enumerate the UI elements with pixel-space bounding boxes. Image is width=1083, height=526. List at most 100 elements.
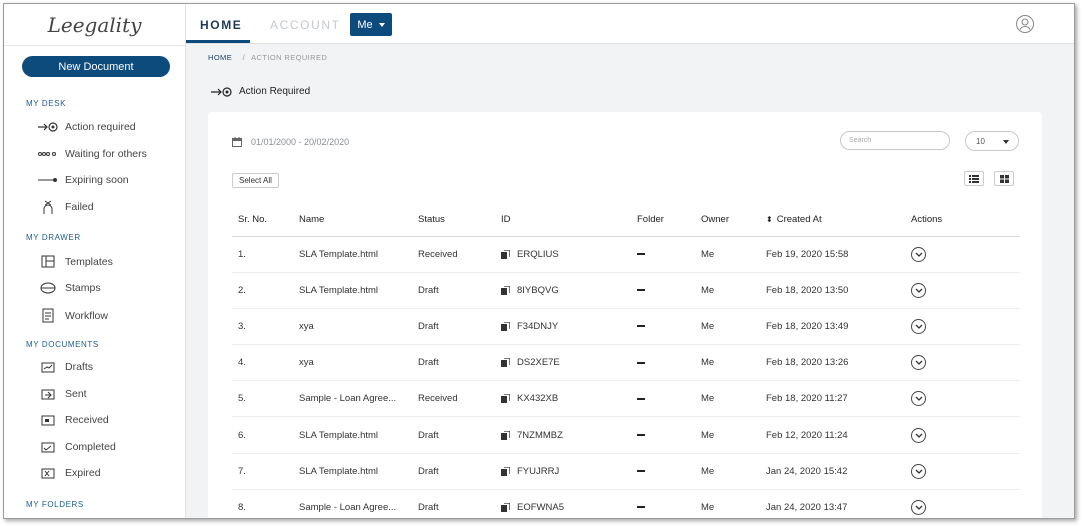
- copy-icon[interactable]: [501, 430, 510, 440]
- list-view-icon: [969, 174, 979, 183]
- row-actions-button[interactable]: [911, 391, 926, 407]
- cell-name[interactable]: Sample - Loan Agree...: [299, 380, 418, 418]
- cell-id: ERQLIUS: [501, 236, 637, 273]
- cell-status: Draft: [418, 489, 501, 518]
- table-row[interactable]: 8. Sample - Loan Agree... Draft EOFWNA5 Me Ja…: [232, 489, 1020, 518]
- sent-icon: [38, 389, 58, 400]
- copy-icon[interactable]: [501, 358, 510, 368]
- sidebar-item-completed[interactable]: Completed: [38, 441, 116, 453]
- cell-sr-no: 1.: [232, 236, 299, 273]
- column-header-status: Status: [418, 204, 501, 237]
- empty-dash-icon: [637, 434, 645, 437]
- chevron-down-icon: [915, 396, 922, 402]
- table-row[interactable]: 7. SLA Template.html Draft FYUJRRJ Me Jan 24,…: [232, 453, 1020, 490]
- row-actions-button[interactable]: [911, 246, 926, 262]
- sidebar-item-action-required[interactable]: Action required: [38, 121, 136, 133]
- copy-icon[interactable]: [501, 321, 510, 331]
- cell-created-at: Feb 18, 2020 13:49: [766, 308, 911, 346]
- breadcrumb-current: ACTION REQUIRED: [251, 53, 328, 62]
- row-actions-button[interactable]: [911, 427, 926, 443]
- row-actions-button[interactable]: [911, 318, 926, 334]
- user-menu-label: Me: [357, 18, 373, 31]
- copy-icon[interactable]: [501, 394, 510, 404]
- sidebar-item-received[interactable]: Received: [38, 414, 109, 426]
- row-actions-button[interactable]: [911, 463, 926, 479]
- tab-home[interactable]: HOME: [200, 18, 243, 32]
- table-row[interactable]: 5. Sample - Loan Agree... Received KX432XB M…: [232, 380, 1020, 418]
- row-actions-button[interactable]: [911, 499, 926, 515]
- logo: Leegality: [4, 4, 185, 46]
- grid-view-button[interactable]: [994, 171, 1014, 186]
- page-title: Action Required: [211, 86, 310, 97]
- received-icon: [38, 415, 58, 426]
- copy-icon[interactable]: [501, 249, 510, 259]
- select-all-button[interactable]: Select All: [232, 173, 279, 188]
- sidebar-item-sent[interactable]: Sent: [38, 388, 87, 400]
- copy-icon[interactable]: [501, 502, 510, 512]
- cell-name[interactable]: SLA Template.html: [299, 453, 418, 490]
- row-actions-button[interactable]: [911, 282, 926, 298]
- sidebar-item-label: Drafts: [65, 361, 94, 373]
- waiting-icon: [38, 151, 58, 157]
- cell-name[interactable]: Sample - Loan Agree...: [299, 489, 418, 518]
- sidebar-item-stamps[interactable]: Stamps: [38, 282, 101, 294]
- tab-account[interactable]: ACCOUNT: [270, 18, 341, 32]
- user-menu-button[interactable]: Me: [350, 13, 392, 36]
- avatar[interactable]: [1016, 15, 1034, 33]
- empty-dash-icon: [637, 361, 645, 364]
- cell-id-value: FYUJRRJ: [517, 465, 560, 477]
- cell-name[interactable]: SLA Template.html: [299, 416, 418, 454]
- breadcrumb-home[interactable]: HOME: [208, 53, 233, 62]
- cell-owner: Me: [701, 308, 766, 346]
- sidebar-item-label: Workflow: [65, 309, 108, 322]
- stamps-icon: [38, 282, 58, 294]
- sidebar-item-failed[interactable]: Failed: [38, 200, 94, 214]
- cell-sr-no: 2.: [232, 272, 299, 309]
- cell-name[interactable]: xya: [299, 308, 418, 346]
- sidebar-item-expiring[interactable]: Expiring soon: [38, 174, 129, 186]
- table-row[interactable]: 6. SLA Template.html Draft 7NZMMBZ Me Feb 12,…: [232, 416, 1020, 454]
- copy-icon[interactable]: [501, 285, 510, 295]
- sidebar-item-expired[interactable]: Expired: [38, 467, 101, 479]
- top-bar: HOME ACCOUNT Me: [186, 4, 1074, 44]
- cell-actions: [911, 308, 1020, 346]
- empty-dash-icon: [637, 506, 645, 509]
- breadcrumb: HOME / ACTION REQUIRED: [208, 53, 327, 62]
- cell-sr-no: 6.: [232, 416, 299, 454]
- cell-owner: Me: [701, 489, 766, 518]
- sidebar-item-drafts[interactable]: Drafts: [38, 361, 93, 373]
- sidebar-item-waiting[interactable]: Waiting for others: [38, 148, 147, 160]
- cell-sr-no: 5.: [232, 380, 299, 418]
- cell-id-value: EOFWNA5: [517, 501, 564, 513]
- failed-icon: [38, 200, 58, 214]
- search-input[interactable]: Search: [840, 131, 950, 150]
- cell-name[interactable]: SLA Template.html: [299, 236, 418, 273]
- page-size-select[interactable]: 10: [965, 131, 1019, 151]
- cell-name[interactable]: xya: [299, 344, 418, 382]
- empty-dash-icon: [637, 470, 645, 473]
- column-header-folder: Folder: [637, 204, 701, 237]
- cell-created-at: Jan 24, 2020 13:47: [766, 489, 911, 518]
- cell-created-at: Jan 24, 2020 15:42: [766, 453, 911, 490]
- table-row[interactable]: 4. xya Draft DS2XE7E Me Feb 18, 2020 13:26: [232, 344, 1020, 382]
- sidebar-item-templates[interactable]: Templates: [38, 255, 113, 268]
- cell-folder: [637, 236, 701, 273]
- cell-actions: [911, 344, 1020, 382]
- cell-id-value: ERQLIUS: [517, 248, 559, 260]
- table-row[interactable]: 2. SLA Template.html Draft 8IYBQVG Me Feb 18,…: [232, 272, 1020, 309]
- cell-name[interactable]: SLA Template.html: [299, 272, 418, 309]
- column-header-created-at[interactable]: ⬍ Created At: [766, 204, 911, 237]
- table-header-row: Sr. No. Name Status ID Folder Owner ⬍ Cre…: [232, 204, 1020, 237]
- new-document-button[interactable]: New Document: [22, 56, 170, 77]
- copy-icon[interactable]: [501, 466, 510, 476]
- table-row[interactable]: 1. SLA Template.html Received ERQLIUS Me Feb …: [232, 236, 1020, 273]
- sidebar-item-workflow[interactable]: Workflow: [38, 308, 108, 323]
- cell-sr-no: 4.: [232, 344, 299, 382]
- table-row[interactable]: 3. xya Draft F34DNJY Me Feb 18, 2020 13:49: [232, 308, 1020, 346]
- date-range-filter[interactable]: 01/01/2000 - 20/02/2020: [232, 137, 349, 147]
- row-actions-button[interactable]: [911, 355, 926, 371]
- list-view-button[interactable]: [964, 171, 984, 186]
- cell-id-value: DS2XE7E: [517, 357, 560, 369]
- expired-icon: [38, 468, 58, 479]
- chevron-down-icon: [915, 360, 922, 366]
